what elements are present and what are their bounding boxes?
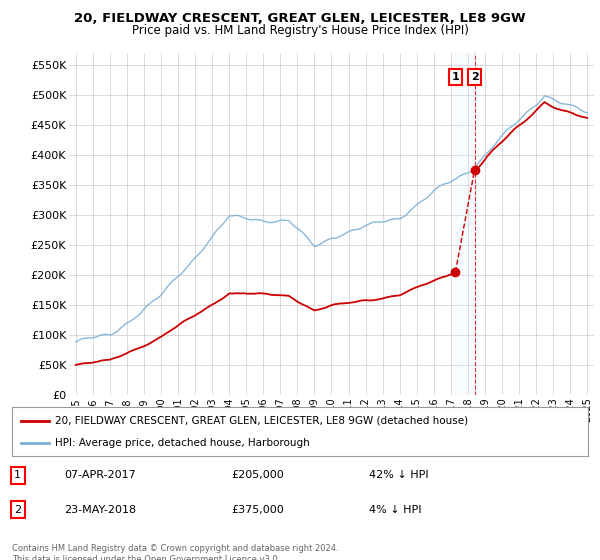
Text: Price paid vs. HM Land Registry's House Price Index (HPI): Price paid vs. HM Land Registry's House … [131, 24, 469, 36]
Text: 2: 2 [470, 72, 478, 82]
Text: 20, FIELDWAY CRESCENT, GREAT GLEN, LEICESTER, LE8 9GW (detached house): 20, FIELDWAY CRESCENT, GREAT GLEN, LEICE… [55, 416, 469, 426]
Bar [455, 53, 475, 395]
Text: HPI: Average price, detached house, Harborough: HPI: Average price, detached house, Harb… [55, 437, 310, 447]
Text: £375,000: £375,000 [231, 505, 284, 515]
Text: £205,000: £205,000 [231, 470, 284, 480]
Text: 4% ↓ HPI: 4% ↓ HPI [369, 505, 422, 515]
Text: 07-APR-2017: 07-APR-2017 [64, 470, 136, 480]
Text: 2: 2 [14, 505, 22, 515]
Text: 1: 1 [14, 470, 21, 480]
Text: 20, FIELDWAY CRESCENT, GREAT GLEN, LEICESTER, LE8 9GW: 20, FIELDWAY CRESCENT, GREAT GLEN, LEICE… [74, 12, 526, 25]
Text: Contains HM Land Registry data © Crown copyright and database right 2024.
This d: Contains HM Land Registry data © Crown c… [12, 544, 338, 560]
Text: 1: 1 [452, 72, 459, 82]
Text: 42% ↓ HPI: 42% ↓ HPI [369, 470, 429, 480]
Text: 23-MAY-2018: 23-MAY-2018 [64, 505, 136, 515]
